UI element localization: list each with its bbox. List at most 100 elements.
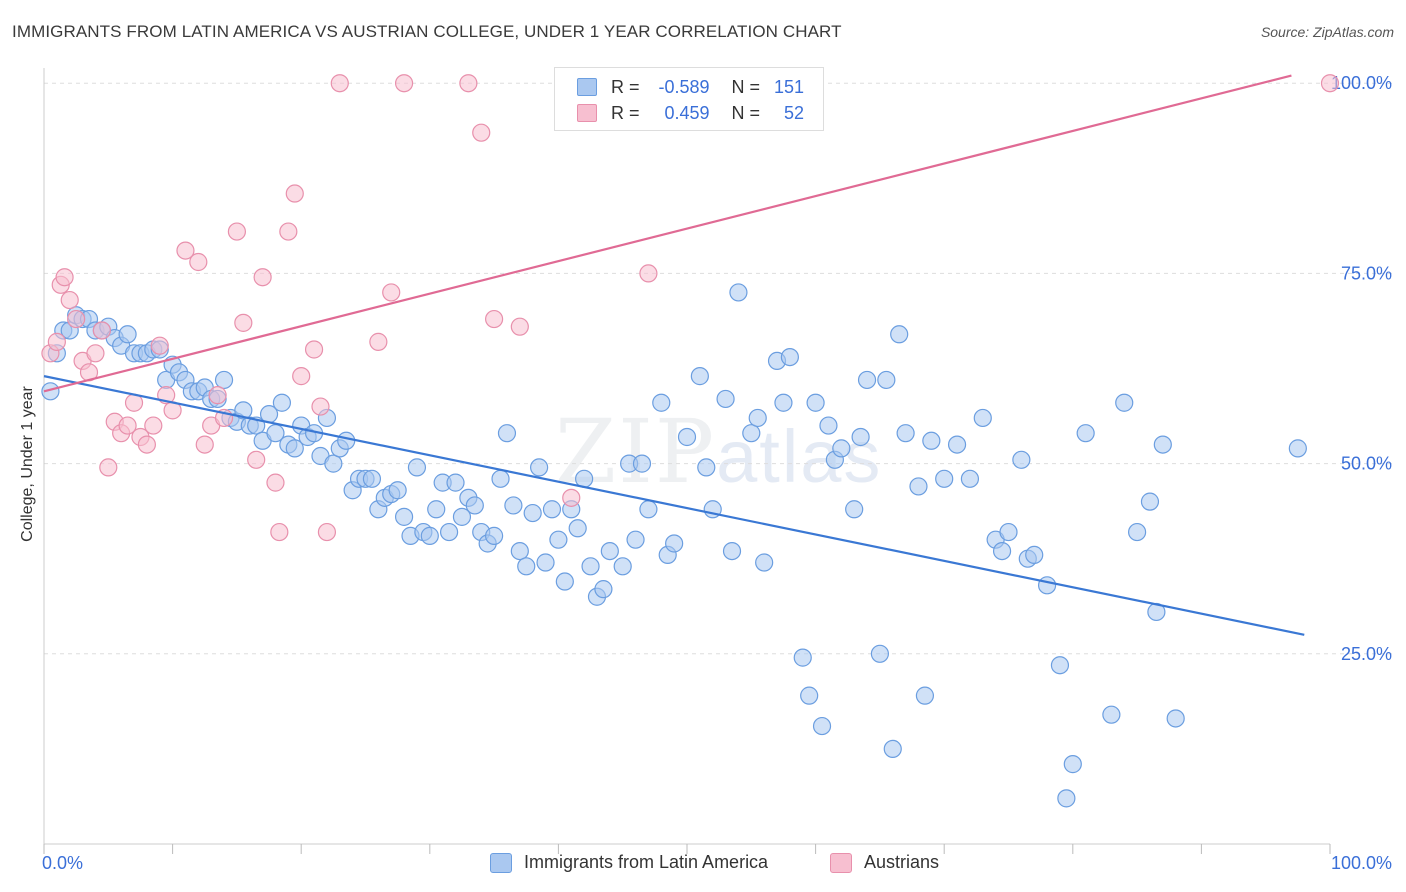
latin-america-point	[118, 325, 137, 344]
austrians-point	[47, 332, 66, 351]
latin-america-point	[41, 382, 60, 401]
latin-america-point	[337, 431, 356, 450]
latin-america-point	[992, 541, 1012, 561]
latin-america-point	[806, 393, 825, 412]
latin-america-point	[1076, 424, 1095, 443]
latin-america-point	[439, 522, 459, 542]
austrians-point	[253, 268, 272, 287]
latin-america-point	[497, 424, 517, 443]
latin-america-point	[1057, 789, 1076, 808]
latin-america-point	[935, 469, 954, 488]
austrians-point	[304, 340, 324, 359]
latin-america-point	[1037, 576, 1057, 595]
latin-america-point	[504, 496, 523, 515]
latin-america-point	[613, 557, 632, 576]
legend-n-label: N =	[731, 102, 761, 123]
latin-america-point	[960, 469, 980, 488]
austrians-point	[67, 309, 86, 329]
legend-item-austrians[interactable]: Austrians	[830, 852, 939, 873]
austrians-point	[279, 222, 298, 241]
austrians-point	[270, 522, 289, 542]
austrians-point	[485, 309, 504, 329]
latin-america-point	[774, 393, 793, 412]
latin-america-point	[1140, 492, 1160, 511]
latin-america-point	[581, 557, 600, 576]
austrians-point	[369, 332, 388, 351]
latin-america-point	[600, 541, 619, 561]
latin-america-point	[665, 534, 684, 553]
latin-america-point	[845, 500, 864, 519]
y-tick-label: 75.0%	[1341, 263, 1392, 283]
latin-america-point	[510, 541, 529, 561]
latin-america-trendline	[43, 375, 1305, 636]
legend-n-value: 151	[773, 76, 805, 97]
austrians-point	[459, 74, 478, 93]
x-tick-label: 100.0%	[1331, 853, 1392, 873]
austrians-point	[92, 321, 111, 340]
latin-america-point	[555, 572, 574, 591]
blue-swatch	[577, 78, 597, 96]
latin-america-point	[234, 401, 253, 420]
latin-america-point	[1063, 755, 1082, 774]
legend-row-pink: R = 0.459 N = 52	[577, 101, 804, 125]
latin-america-point	[1115, 393, 1134, 412]
legend-label-latin-america: Immigrants from Latin America	[524, 852, 769, 872]
austrians-point	[227, 222, 246, 241]
austrians-point	[266, 473, 285, 492]
austrians-point	[208, 386, 227, 405]
austrians-point	[247, 450, 266, 469]
austrians-point	[562, 488, 581, 507]
latin-america-point	[427, 500, 446, 519]
latin-america-point	[652, 393, 671, 412]
blue-swatch	[490, 852, 512, 873]
latin-america-point	[896, 424, 915, 443]
y-tick-label: 25.0%	[1341, 644, 1392, 664]
latin-america-point	[800, 686, 819, 705]
latin-america-point	[819, 416, 838, 435]
austrians-point	[55, 268, 74, 287]
latin-america-point	[755, 553, 774, 572]
latin-america-point	[729, 283, 748, 302]
latin-america-point	[1166, 709, 1185, 728]
austrians-point	[60, 290, 79, 310]
latin-america-point	[568, 519, 587, 538]
legend-r-value: 0.459	[664, 102, 710, 123]
latin-america-point	[632, 454, 652, 473]
latin-america-point	[485, 526, 504, 545]
latin-america-point	[999, 522, 1018, 542]
latin-america-point	[523, 503, 542, 523]
latin-america-point	[1025, 545, 1044, 565]
latin-america-point	[594, 580, 613, 599]
legend-item-latin-america[interactable]: Immigrants from Latin America	[490, 852, 768, 873]
latin-america-point	[973, 408, 992, 428]
latin-america-point	[446, 473, 465, 492]
latin-america-point	[922, 431, 941, 450]
latin-america-point	[722, 541, 742, 561]
austrians-point	[195, 435, 214, 454]
austrians-trendline	[43, 74, 1292, 393]
source-credit: Source: ZipAtlas.com	[1260, 24, 1394, 40]
austrians-point	[382, 283, 401, 302]
latin-america-point	[851, 427, 870, 447]
latin-america-point	[883, 739, 902, 759]
latin-america-point	[285, 439, 304, 458]
austrians-point	[292, 367, 311, 386]
legend-r-label: R =	[611, 76, 640, 97]
latin-america-point	[536, 553, 555, 572]
correlation-legend: R = -0.589 N = 151 R = 0.459 N = 52	[554, 67, 824, 131]
austrians-point	[639, 264, 658, 283]
austrians-point	[510, 317, 529, 336]
austrians-point	[144, 416, 163, 435]
latin-america-point	[870, 644, 890, 663]
latin-america-point	[832, 439, 851, 458]
latin-america-point	[626, 530, 645, 549]
latin-america-point	[549, 530, 568, 549]
latin-america-point	[947, 435, 967, 454]
austrians-point	[86, 344, 105, 363]
latin-america-point	[420, 526, 439, 545]
austrians-point	[118, 416, 137, 435]
latin-america-point	[697, 458, 716, 477]
austrians-point	[317, 522, 337, 542]
latin-america-point	[780, 347, 799, 367]
